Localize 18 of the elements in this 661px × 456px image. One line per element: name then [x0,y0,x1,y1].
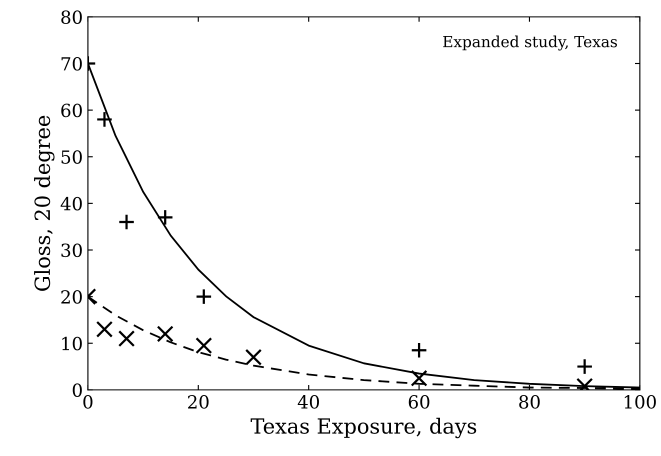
x-tick-label: 60 [408,395,430,409]
y-tick-label: 40 [60,196,82,210]
y-tick-label: 10 [62,336,82,350]
y-tick-label: 60 [61,104,82,118]
y-tick-label: 50 [62,150,82,164]
x-tick-label: 80 [519,395,540,409]
y-tick-label: 70 [62,56,82,71]
x-axis-title: Texas Exposure, days [250,418,476,438]
y-tick-label: 30 [61,243,82,258]
y-axis-title: Gloss, 20 degree [34,116,55,291]
y-tick-label: 0 [72,383,82,397]
y-tick-label: 20 [61,290,82,304]
y-tick-label: 80 [61,10,82,24]
x-tick-label: 20 [188,395,209,409]
annotation: Expanded study, Texas [443,36,617,51]
x-tick-label: 40 [298,395,319,409]
x-tick-label: 100 [624,395,656,409]
x-tick-label: 0 [83,395,92,409]
